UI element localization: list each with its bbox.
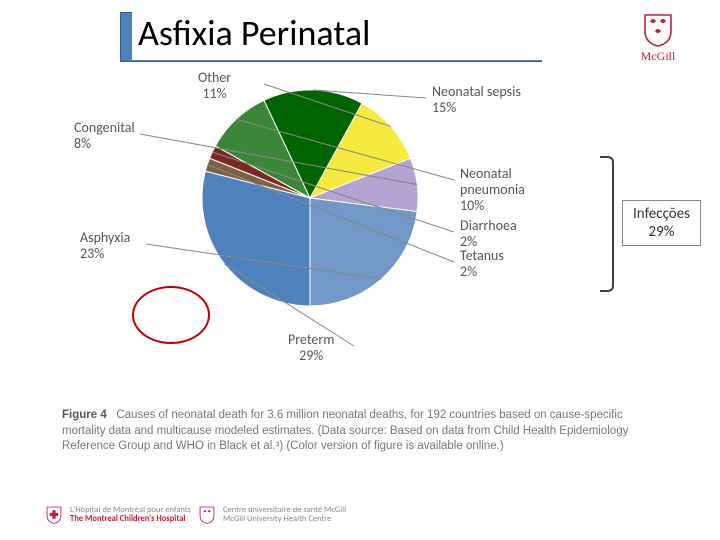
leader-line xyxy=(313,90,426,98)
slice-label: Neonatal pneumonia 10% xyxy=(460,166,525,214)
infections-bracket xyxy=(600,156,614,292)
slice-label: Diarrhoea 2% xyxy=(460,218,517,250)
slice-label: Other 11% xyxy=(198,70,231,102)
callout-line2: 29% xyxy=(633,223,690,241)
slice-label: Asphyxia 23% xyxy=(80,230,130,262)
leader-line xyxy=(140,134,417,184)
shield-icon xyxy=(643,13,673,47)
callout-line1: Infecções xyxy=(633,205,690,223)
slice-label: Tetanus 2% xyxy=(460,248,504,280)
centre-shield-icon xyxy=(199,504,215,526)
centre-en: McGill University Health Centre xyxy=(223,515,346,524)
footer-logos: L'Hôpital de Montréal pour enfants The M… xyxy=(46,504,346,526)
hospital-en: The Montreal Children's Hospital xyxy=(70,515,191,524)
leader-line xyxy=(207,165,454,262)
mcgill-label: McGill xyxy=(641,49,676,64)
figure-caption: Figure 4 Causes of neonatal death for 3.… xyxy=(62,408,662,455)
centre-name: Centre universitaire de santé McGill McG… xyxy=(223,506,346,524)
slice-label: Preterm 29% xyxy=(288,332,334,364)
asphyxia-highlight-circle xyxy=(132,286,210,344)
infections-callout: Infecções 29% xyxy=(622,200,701,246)
figure-label: Figure 4 xyxy=(62,409,107,421)
mcgill-logo: McGill xyxy=(616,10,700,66)
figure-caption-text: Causes of neonatal death for 3.6 million… xyxy=(62,409,628,452)
pie-chart: Preterm 29% Tetanus 2%Diarrhoea 2% Neonata… xyxy=(60,70,660,410)
leader-line xyxy=(212,152,454,232)
page-title-text: Asfixia Perinatal xyxy=(138,11,370,55)
leader-line xyxy=(146,244,381,279)
page-title: Asfixia Perinatal xyxy=(132,6,644,60)
slice-label: Neonatal sepsis 15% xyxy=(432,84,521,116)
hospital-shield-icon xyxy=(46,504,62,526)
leader-line xyxy=(264,84,391,127)
slice-label: Congenital 8% xyxy=(74,120,135,152)
hospital-name: L'Hôpital de Montréal pour enfants The M… xyxy=(70,506,191,524)
leader-lines xyxy=(60,70,660,410)
